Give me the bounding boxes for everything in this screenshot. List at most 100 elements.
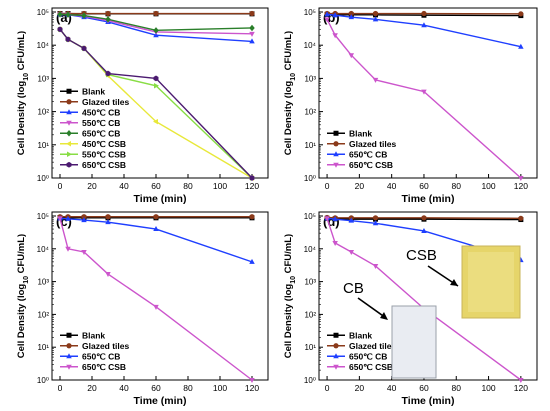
plot-frame [51,211,269,381]
x-tick-label: 80 [183,181,193,191]
data-point [249,24,255,32]
legend-label: Blank [349,128,372,138]
data-point [249,10,255,17]
data-point [372,10,379,17]
legend-label: Glazed tiles [349,139,397,149]
data-point [81,45,87,52]
x-tick-label: 100 [481,181,495,191]
legend-marker [67,151,72,157]
y-tick-label: 10⁴ [37,245,50,254]
data-point [421,227,427,233]
data-point [249,38,255,44]
legend-marker [66,332,72,338]
data-point [81,249,87,255]
data-point [421,22,427,28]
series-line [59,217,253,263]
legend-label: 650℃ CB [82,128,120,138]
data-point [105,70,111,77]
data-point [105,272,111,278]
data-point [324,216,330,222]
x-tick-label: 40 [387,181,397,191]
y-tick-label: 10⁴ [304,41,317,50]
legend-marker [66,109,72,115]
data-point [249,378,255,383]
y-axis-label: Cell Density (log10 CFU/mL) [16,234,30,358]
y-tick-label: 10⁵ [304,8,316,17]
series-650-cb [57,215,255,264]
legend-label: 650℃ CSB [349,362,393,372]
x-axis-label: Time (min) [134,193,187,205]
legend-marker [333,364,339,370]
data-point [348,249,355,255]
annotation-cb: CB [343,280,364,297]
panel-c: (c)0 20 40 60 80 100 12010⁰10¹10²10³10⁴10⁵Time… [16,211,269,407]
data-point [65,215,71,221]
series-line [59,218,253,381]
y-tick-label: 10² [304,310,316,319]
data-point [324,17,330,23]
y-tick-label: 10³ [304,278,316,287]
legend-label: Glazed tiles [349,341,397,351]
legend-marker [66,353,72,359]
x-tick-label: 120 [245,181,259,191]
data-point [105,10,111,17]
annotation-arrow [357,297,387,319]
series-650-csb [57,216,255,383]
y-tick-label: 10¹ [37,141,49,150]
y-tick-label: 10⁰ [37,376,49,385]
x-tick-label: 0 [58,383,63,393]
data-point [324,11,330,17]
data-point [332,241,338,247]
x-axis-label: Time (min) [134,395,187,407]
series-glazed-tiles [57,10,255,17]
x-tick-label: 120 [514,383,528,393]
series-650-cb [324,11,524,49]
data-point [518,215,524,221]
x-tick-label: 120 [514,181,528,191]
data-point [372,16,379,22]
data-point [153,226,159,232]
legend-marker [66,88,72,94]
legend-marker [66,99,72,105]
legend-marker [66,141,71,147]
data-point [65,36,71,43]
data-point [372,263,379,269]
x-tick-label: 120 [245,383,259,393]
y-tick-label: 10⁰ [304,376,316,385]
y-tick-label: 10³ [37,74,49,83]
series-650-cb [57,11,255,34]
annotation-csb: CSB [406,247,437,264]
data-point [105,214,111,220]
x-tick-label: 80 [452,383,462,393]
data-point [249,258,255,264]
data-point [153,118,158,125]
data-point [372,215,379,221]
x-tick-label: 40 [119,383,129,393]
y-axis-label: Cell Density (log10 CFU/mL) [16,31,30,155]
data-point [65,11,71,18]
legend-label: 650℃ CB [349,149,387,159]
data-point [249,214,255,220]
cb-sample-photo [391,305,437,379]
plot-frame [318,211,538,381]
data-point [153,10,159,17]
y-tick-label: 10¹ [304,343,316,352]
legend-marker [333,130,339,136]
x-tick-label: 0 [325,181,330,191]
legend-marker [66,120,72,126]
series-line [326,13,522,48]
data-point [332,12,338,18]
data-point [421,10,427,17]
arrow-head [380,312,388,320]
x-tick-label: 60 [151,383,161,393]
y-tick-label: 10⁵ [37,8,49,17]
arrow-head [450,279,458,286]
legend-label: 650℃ CSB [82,362,126,372]
plot-frame [51,7,269,179]
x-axis-label: Time (min) [402,193,455,205]
series-line [326,218,522,381]
y-tick-label: 10² [37,108,49,117]
